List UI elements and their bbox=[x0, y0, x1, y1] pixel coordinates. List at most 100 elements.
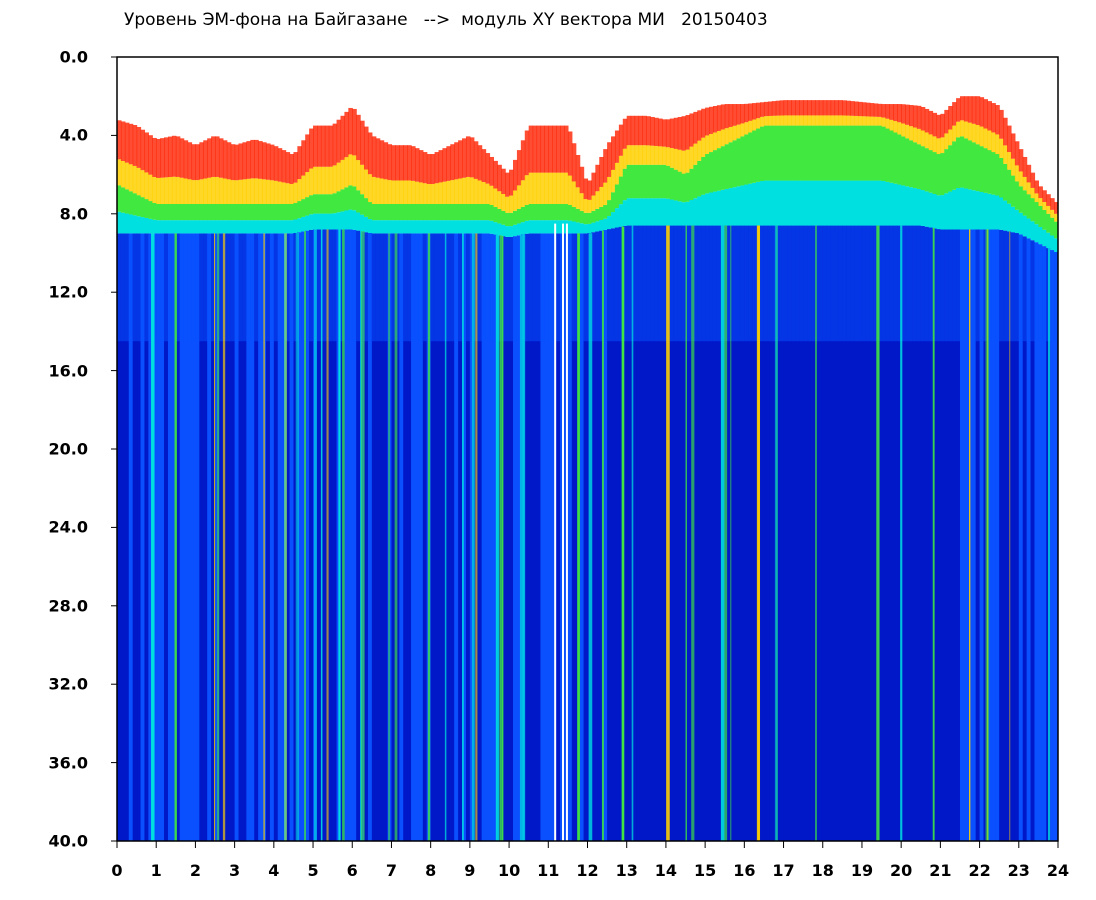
heatmap-cell-blue bbox=[418, 233, 424, 841]
heatmap-cell-yellow bbox=[395, 180, 400, 204]
heatmap-cell-red bbox=[148, 135, 153, 175]
heatmap-cell-yellow bbox=[924, 132, 930, 149]
heatmap-cell-green bbox=[473, 204, 479, 221]
heatmap-cell-blue bbox=[328, 229, 334, 841]
heatmap-cell-cyan bbox=[697, 196, 702, 226]
heatmap-cell-yellow bbox=[207, 177, 212, 204]
heatmap-cell-speckle bbox=[807, 225, 812, 342]
heatmap-cell-blue bbox=[489, 233, 494, 841]
heatmap-cell-blue bbox=[916, 225, 922, 841]
heatmap-cell-speckle bbox=[285, 233, 291, 342]
heatmap-cell-blue bbox=[399, 233, 404, 841]
x-tick-label: 10 bbox=[497, 861, 521, 880]
heatmap-streak bbox=[588, 233, 593, 841]
heatmap-streak bbox=[214, 233, 216, 841]
heatmap-cell-red bbox=[591, 172, 596, 196]
heatmap-cell-green bbox=[920, 146, 926, 191]
heatmap-cell-red bbox=[697, 110, 702, 141]
heatmap-cell-speckle bbox=[117, 233, 122, 342]
heatmap-cell-blue bbox=[352, 229, 357, 841]
heatmap-cell-speckle bbox=[912, 225, 918, 342]
heatmap-cell-green bbox=[732, 140, 738, 188]
heatmap-cell-green bbox=[716, 148, 722, 191]
heatmap-cell-green bbox=[128, 191, 134, 215]
heatmap-cell-yellow bbox=[364, 169, 369, 199]
heatmap-cell-yellow bbox=[167, 177, 173, 204]
heatmap-cell-blue bbox=[183, 233, 189, 841]
heatmap-cell-green bbox=[775, 125, 781, 181]
heatmap-cell-red bbox=[395, 145, 400, 181]
heatmap-cell-cyan bbox=[642, 198, 647, 226]
heatmap-cell-speckle bbox=[167, 233, 173, 342]
heatmap-cell-red bbox=[289, 154, 295, 185]
heatmap-cell-green bbox=[152, 203, 157, 220]
heatmap-cell-cyan bbox=[160, 220, 165, 234]
heatmap-cell-yellow bbox=[403, 180, 408, 204]
heatmap-cell-cyan bbox=[462, 220, 467, 234]
heatmap-cell-speckle bbox=[1050, 250, 1055, 342]
heatmap-cell-red bbox=[348, 107, 353, 155]
heatmap-cell-yellow bbox=[889, 119, 894, 131]
heatmap-cell-cyan bbox=[203, 220, 208, 234]
heatmap-cell-green bbox=[1003, 163, 1008, 201]
heatmap-cell-speckle bbox=[136, 233, 142, 342]
heatmap-cell-cyan bbox=[611, 212, 616, 229]
heatmap-cell-yellow bbox=[265, 179, 271, 204]
heatmap-cell-cyan bbox=[481, 220, 487, 234]
heatmap-cell-red bbox=[293, 152, 298, 183]
heatmap-cell-blue bbox=[485, 233, 491, 841]
heatmap-cell-blue bbox=[203, 233, 208, 841]
heatmap-cell-speckle bbox=[540, 233, 545, 342]
heatmap-cell-red bbox=[1018, 149, 1024, 172]
heatmap-cell-yellow bbox=[352, 155, 357, 187]
heatmap-cell-yellow bbox=[222, 178, 228, 204]
heatmap-cell-green bbox=[215, 204, 220, 221]
heatmap-cell-green bbox=[552, 204, 557, 221]
heatmap-cell-blue bbox=[293, 233, 298, 841]
heatmap-cell-blue bbox=[171, 233, 177, 841]
heatmap-cell-yellow bbox=[462, 177, 467, 204]
heatmap-cell-cyan bbox=[513, 224, 518, 237]
heatmap-cell-yellow bbox=[826, 115, 832, 126]
heatmap-cell-speckle bbox=[634, 225, 640, 342]
heatmap-cell-red bbox=[975, 96, 981, 126]
x-tick-label: 21 bbox=[929, 861, 952, 880]
heatmap-cell-blue bbox=[693, 225, 698, 841]
heatmap-cell-red bbox=[995, 105, 1000, 135]
heatmap-cell-speckle bbox=[446, 233, 451, 342]
heatmap-cell-blue bbox=[265, 233, 271, 841]
heatmap-cell-cyan bbox=[1022, 215, 1028, 237]
heatmap-cell-green bbox=[995, 154, 1000, 196]
heatmap-cell-cyan bbox=[313, 213, 318, 230]
heatmap-cell-red bbox=[795, 100, 800, 116]
heatmap-cell-speckle bbox=[411, 233, 416, 342]
heatmap-cell-cyan bbox=[454, 220, 459, 234]
heatmap-cell-green bbox=[677, 171, 683, 202]
heatmap-cell-blue bbox=[912, 225, 918, 841]
heatmap-cell-cyan bbox=[983, 192, 989, 230]
heatmap-cell-green bbox=[709, 152, 714, 193]
heatmap-cell-red bbox=[320, 125, 326, 167]
heatmap-cell-red bbox=[854, 101, 859, 116]
heatmap-cell-green bbox=[485, 204, 491, 221]
heatmap-cell-cyan bbox=[967, 189, 973, 230]
heatmap-cell-speckle bbox=[603, 229, 608, 342]
heatmap-cell-green bbox=[387, 204, 393, 221]
heatmap-cell-blue bbox=[677, 225, 683, 841]
heatmap-cell-green bbox=[136, 195, 142, 217]
heatmap-cell-green bbox=[1014, 181, 1020, 210]
heatmap-cell-cyan bbox=[332, 213, 338, 230]
heatmap-cell-blue bbox=[779, 225, 785, 841]
heatmap-cell-yellow bbox=[1022, 176, 1028, 191]
heatmap-cell-red bbox=[920, 106, 926, 131]
heatmap-cell-blue bbox=[603, 229, 608, 841]
heatmap-cell-green bbox=[685, 172, 691, 202]
heatmap-cell-green bbox=[618, 176, 624, 205]
heatmap-cell-red bbox=[567, 131, 573, 176]
heatmap-cell-blue bbox=[928, 227, 934, 841]
heatmap-cell-green bbox=[720, 146, 726, 190]
heatmap-cell-green bbox=[1046, 213, 1051, 233]
heatmap-cell-blue bbox=[395, 233, 400, 841]
heatmap-cell-blue bbox=[187, 233, 193, 841]
heatmap-cell-speckle bbox=[924, 226, 930, 342]
